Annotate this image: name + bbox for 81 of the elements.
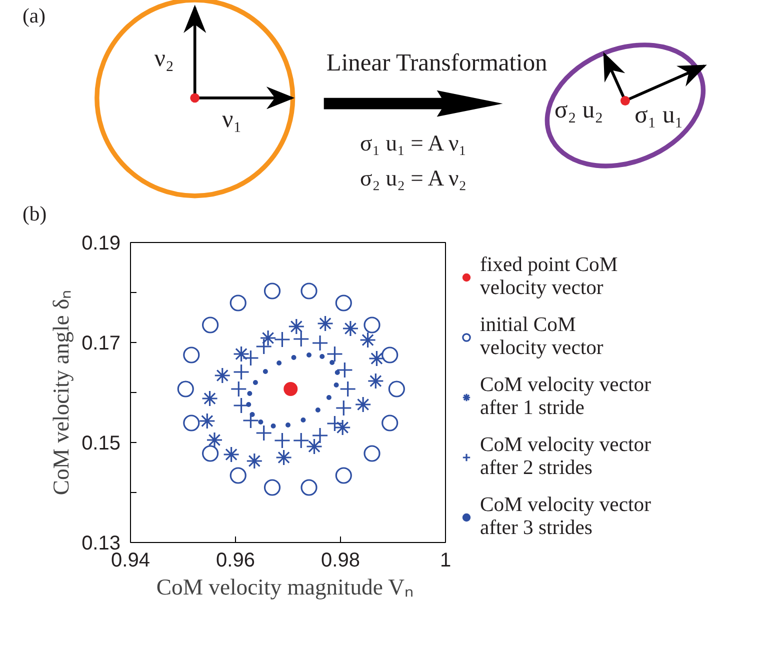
text: ν₁	[222, 106, 242, 134]
point	[232, 346, 250, 362]
x-tick-label: 0.98	[321, 550, 360, 572]
point	[274, 432, 291, 449]
text: σ₂ u₂	[554, 96, 604, 124]
legend-label: CoM velocity vector after 3 strides	[480, 494, 651, 540]
point	[276, 449, 292, 466]
point	[230, 467, 246, 484]
point	[284, 382, 298, 396]
legend-label: fixed point CoM velocity vector	[480, 254, 618, 300]
point	[230, 294, 246, 312]
x-tick-label: 1	[440, 550, 452, 572]
point	[330, 360, 335, 365]
text: σ₂ u₂ = A ν₂	[360, 166, 467, 191]
x-axis-title: CoM velocity magnitude Vₙ	[156, 574, 414, 600]
text: σ₁ u₁ = A ν₁	[360, 130, 467, 156]
point	[335, 467, 352, 484]
point	[334, 419, 351, 436]
y-tick-label: 0.17	[82, 332, 121, 354]
point	[334, 370, 340, 375]
point	[250, 412, 255, 417]
point	[382, 346, 398, 364]
point	[206, 432, 223, 448]
text: ν₂	[154, 44, 174, 72]
point	[202, 316, 219, 334]
point	[258, 420, 264, 424]
point	[335, 294, 352, 312]
point	[246, 402, 252, 407]
point	[286, 422, 290, 428]
point	[306, 438, 323, 455]
point	[214, 367, 231, 384]
point	[320, 354, 325, 359]
x-tick-label: 0.94	[111, 550, 150, 572]
y-tick-label: 0.15	[82, 432, 121, 454]
point	[300, 418, 306, 422]
legend-label: CoM velocity vector after 2 strides	[480, 434, 651, 480]
point	[264, 282, 281, 300]
text: σ₁ u₁	[634, 101, 684, 128]
point	[306, 352, 312, 358]
point	[288, 318, 305, 335]
point	[274, 331, 291, 348]
point	[201, 390, 218, 407]
point	[315, 408, 320, 412]
point	[382, 414, 398, 432]
point	[198, 412, 216, 430]
point	[326, 395, 332, 400]
text: Linear Transformation	[326, 50, 548, 77]
point	[247, 391, 252, 396]
point	[177, 380, 194, 398]
point	[223, 446, 240, 463]
point	[364, 316, 380, 334]
point	[252, 380, 258, 385]
legend-label: CoM velocity vector after 1 stride	[480, 374, 651, 420]
point	[232, 364, 250, 380]
y-tick-label: 0.19	[82, 232, 121, 254]
point	[291, 355, 296, 360]
point	[326, 346, 344, 362]
x-tick-label: 0.96	[216, 550, 255, 572]
point	[354, 396, 372, 413]
point	[270, 424, 276, 428]
point	[202, 445, 219, 462]
point	[368, 350, 386, 367]
legend-label: initial CoM velocity vector	[480, 314, 604, 360]
point	[262, 369, 268, 374]
point	[300, 282, 318, 300]
point	[360, 332, 376, 348]
text: (b)	[22, 203, 47, 226]
text: (a)	[22, 6, 46, 28]
point	[183, 414, 200, 432]
point	[264, 479, 281, 496]
point	[183, 346, 200, 364]
y-axis-title: CoM velocity angle δₙ	[48, 290, 74, 496]
point	[364, 445, 380, 462]
point	[246, 452, 263, 470]
point	[388, 380, 405, 398]
point	[316, 315, 334, 332]
point	[342, 320, 359, 337]
point	[367, 372, 384, 390]
point	[334, 382, 339, 388]
point	[300, 479, 318, 496]
point	[276, 360, 282, 366]
